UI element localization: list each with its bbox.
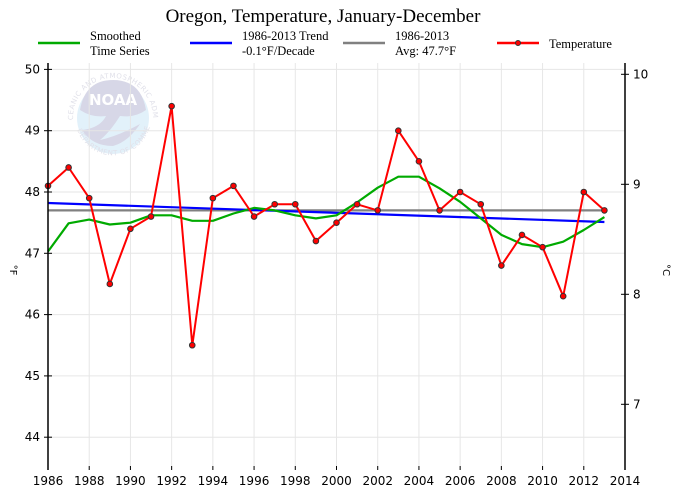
data-point <box>539 243 546 251</box>
x-tick-label: 2010 <box>527 474 558 488</box>
x-tick-label: 1988 <box>74 474 105 488</box>
x-tick-label: 1992 <box>156 474 187 488</box>
chart-title: Oregon, Temperature, January-December <box>166 6 482 27</box>
legend-item: 1986-2013 Trend-0.1°F/Decade <box>190 29 329 58</box>
y-tick-label-left: 45 <box>25 369 40 383</box>
x-tick-label: 2014 <box>610 474 641 488</box>
watermark-logo-text: NOAA <box>89 91 138 109</box>
series-line-temperature <box>47 105 606 347</box>
x-tick-label: 2002 <box>362 474 393 488</box>
y-tick-label-left: 50 <box>25 62 40 76</box>
x-tick-label: 2004 <box>404 474 435 488</box>
legend-label-line1: Smoothed <box>90 29 141 43</box>
y-tick-label-right: 10 <box>633 67 648 81</box>
data-point <box>230 182 237 190</box>
data-point <box>85 194 93 202</box>
legend-item: Temperature <box>497 37 612 51</box>
legend-label: Temperature <box>549 37 612 51</box>
grid <box>48 63 625 470</box>
data-point <box>456 188 464 196</box>
legend-label-line2: -0.1°F/Decade <box>242 44 315 58</box>
data-point <box>374 207 382 214</box>
data-point <box>498 262 505 269</box>
data-point <box>395 127 402 134</box>
axes: 1986 1988 1990 1992 1994 1996 1998 2000 2002 2004… <box>25 62 649 488</box>
y-tick-label-left: 44 <box>25 430 40 444</box>
data-point <box>415 158 423 165</box>
x-tick-label: 2006 <box>445 474 476 488</box>
y-axis-label-right: °C <box>660 264 671 276</box>
data-point <box>250 213 258 220</box>
x-tick-label: 1998 <box>280 474 311 488</box>
legend-marker <box>515 40 521 46</box>
noaa-watermark: NOAA NATIONAL OCEANIC AND ATMOSPHERIC AD… <box>0 0 159 164</box>
x-tick-label: 2012 <box>569 474 600 488</box>
x-tick-label: 1994 <box>198 474 229 488</box>
y-tick-label-left: 47 <box>25 246 40 260</box>
data-point <box>559 292 567 300</box>
data-point <box>518 231 526 239</box>
data-point <box>580 188 588 196</box>
data-point <box>188 341 196 349</box>
data-point <box>168 102 175 110</box>
data-point <box>291 200 299 208</box>
legend-label-line2: Time Series <box>90 44 150 58</box>
data-point <box>312 237 320 245</box>
legend-label-line2: Avg: 47.7°F <box>395 44 456 58</box>
y-tick-label-left: 49 <box>25 124 40 138</box>
data-point <box>106 280 114 288</box>
legend-label-line1: 1986-2013 <box>395 29 449 43</box>
x-tick-label: 1986 <box>33 474 64 488</box>
x-tick-label: 2008 <box>486 474 517 488</box>
series-line-smoothed-time-series <box>47 175 605 253</box>
y-axis-label-left: °F <box>7 265 18 276</box>
legend-label-line1: 1986-2013 Trend <box>242 29 329 43</box>
y-tick-label-left: 46 <box>25 308 40 322</box>
x-tick-label: 1990 <box>115 474 146 488</box>
x-tick-label: 2000 <box>321 474 352 488</box>
y-tick-label-right: 9 <box>633 177 641 191</box>
y-tick-label-right: 7 <box>633 397 641 411</box>
data-point <box>477 200 485 208</box>
data-point <box>436 207 443 214</box>
data-point <box>353 200 361 208</box>
series-layer <box>44 102 608 349</box>
data-point <box>271 200 278 208</box>
x-tick-label: 1996 <box>239 474 270 488</box>
data-point <box>65 164 72 171</box>
series-line-1986-2013-trend <box>47 201 605 224</box>
data-point <box>147 213 155 220</box>
data-point <box>127 225 134 233</box>
watermark-bird-icon <box>80 80 146 146</box>
data-point <box>209 194 217 202</box>
y-tick-label-right: 8 <box>633 287 641 301</box>
y-tick-label-left: 48 <box>25 185 40 199</box>
data-point <box>333 219 340 226</box>
data-point <box>601 207 608 214</box>
